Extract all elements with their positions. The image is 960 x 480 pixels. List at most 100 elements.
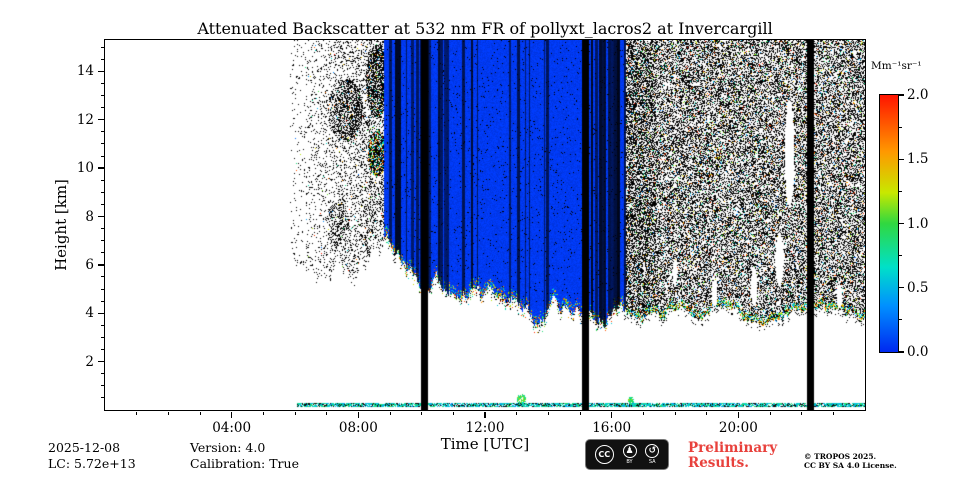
colorbar-minor-tick xyxy=(899,319,902,321)
colorbar-unit-label: Mm⁻¹sr⁻¹ xyxy=(871,60,922,72)
x-minor-tick xyxy=(294,411,296,415)
x-tick-label: 04:00 xyxy=(212,420,252,436)
y-minor-tick xyxy=(100,385,104,387)
y-tick-label: 12 xyxy=(76,111,94,128)
x-minor-tick xyxy=(769,411,771,415)
colorbar-gradient xyxy=(880,95,898,352)
y-major-tick xyxy=(98,312,104,314)
colorbar-minor-tick xyxy=(899,255,902,257)
y-minor-tick xyxy=(100,373,104,375)
x-major-tick xyxy=(484,411,486,418)
y-minor-tick xyxy=(100,179,104,181)
x-minor-tick xyxy=(262,411,264,415)
footer-date: 2025-12-08 xyxy=(48,440,121,455)
colorbar-major-tick xyxy=(899,287,904,289)
y-major-tick xyxy=(98,215,104,218)
y-tick-label: 6 xyxy=(85,256,94,273)
colorbar xyxy=(879,94,899,353)
x-tick-label: 16:00 xyxy=(592,420,632,436)
y-minor-tick xyxy=(100,58,104,60)
preliminary-line1: Preliminary xyxy=(688,440,778,456)
cc-sharealike-icon: ↺ xyxy=(645,444,660,458)
x-tick-label: 08:00 xyxy=(338,420,378,436)
y-minor-tick xyxy=(100,83,104,85)
x-minor-tick xyxy=(642,411,644,415)
cc-by-label: BY xyxy=(626,459,633,465)
x-minor-tick xyxy=(516,411,518,415)
y-minor-tick xyxy=(100,107,104,109)
x-minor-tick xyxy=(421,411,423,415)
y-major-tick xyxy=(98,167,104,169)
x-minor-tick xyxy=(832,411,834,415)
x-minor-tick xyxy=(326,411,328,415)
x-major-tick xyxy=(357,411,360,418)
y-minor-tick xyxy=(100,143,104,145)
y-minor-tick xyxy=(100,228,104,230)
y-minor-tick xyxy=(100,300,104,302)
colorbar-tick-label: 0.5 xyxy=(907,279,929,296)
y-minor-tick xyxy=(100,155,104,157)
y-major-tick xyxy=(98,264,104,266)
preliminary-line2: Results. xyxy=(688,455,749,471)
x-tick-label: 12:00 xyxy=(465,420,505,436)
x-tick-label: 20:00 xyxy=(718,420,758,436)
y-minor-tick xyxy=(100,349,104,351)
y-minor-tick xyxy=(100,191,104,193)
colorbar-tick-label: 2.0 xyxy=(907,87,929,103)
footer-version: Version: 4.0 xyxy=(190,440,266,455)
colorbar-major-tick xyxy=(899,351,904,353)
y-minor-tick xyxy=(100,397,104,399)
x-minor-tick xyxy=(674,411,676,415)
y-minor-tick xyxy=(100,324,104,326)
colorbar-tick-label: 1.0 xyxy=(907,215,929,232)
x-minor-tick xyxy=(579,411,581,415)
x-minor-tick xyxy=(452,411,454,415)
colorbar-tick-label: 1.5 xyxy=(907,151,929,168)
y-minor-tick xyxy=(100,276,104,278)
colorbar-minor-tick xyxy=(899,190,902,192)
x-minor-tick xyxy=(389,411,391,415)
heatmap-canvas xyxy=(105,40,865,410)
y-minor-tick xyxy=(100,288,104,290)
x-minor-tick xyxy=(801,411,803,415)
y-minor-tick xyxy=(100,252,104,254)
x-minor-tick xyxy=(706,411,708,415)
y-minor-tick xyxy=(100,46,104,48)
colorbar-major-tick xyxy=(899,222,904,225)
y-minor-tick xyxy=(100,95,104,97)
y-tick-label: 4 xyxy=(85,305,94,322)
x-major-tick xyxy=(610,411,613,418)
x-minor-tick xyxy=(136,411,138,415)
y-major-tick xyxy=(98,70,104,73)
cc-by-sa-badge: CC ♟ BY ↺ SA xyxy=(585,439,669,470)
y-minor-tick xyxy=(100,203,104,205)
copyright-line2: CC BY SA 4.0 License. xyxy=(804,461,897,470)
colorbar-major-tick xyxy=(899,158,904,160)
y-minor-tick xyxy=(100,336,104,338)
x-minor-tick xyxy=(167,411,169,415)
copyright-note: © TROPOS 2025. CC BY SA 4.0 License. xyxy=(804,452,897,470)
y-tick-label: 8 xyxy=(85,208,94,225)
y-tick-label: 14 xyxy=(76,63,94,80)
colorbar-tick-label: 0.0 xyxy=(907,344,929,360)
x-minor-tick xyxy=(547,411,549,415)
cc-person-icon: ♟ xyxy=(622,444,637,458)
copyright-line1: © TROPOS 2025. xyxy=(804,452,877,461)
colorbar-minor-tick xyxy=(899,126,902,128)
chart-title: Attenuated Backscatter at 532 nm FR of p… xyxy=(197,19,773,38)
footer-calibration: Calibration: True xyxy=(190,456,299,471)
colorbar-major-tick xyxy=(899,94,904,96)
y-minor-tick xyxy=(100,131,104,133)
cc-sa-label: SA xyxy=(648,459,656,465)
x-major-tick xyxy=(737,411,740,418)
cc-logo-icon: CC xyxy=(594,445,614,464)
y-tick-label: 10 xyxy=(76,160,94,177)
y-minor-tick xyxy=(100,240,104,242)
y-major-tick xyxy=(98,360,104,363)
footer-lidar-constant: LC: 5.72e+13 xyxy=(48,456,136,471)
y-major-tick xyxy=(98,119,104,121)
x-major-tick xyxy=(230,411,233,418)
x-minor-tick xyxy=(199,411,201,415)
preliminary-note: Preliminary Results. xyxy=(688,441,777,471)
